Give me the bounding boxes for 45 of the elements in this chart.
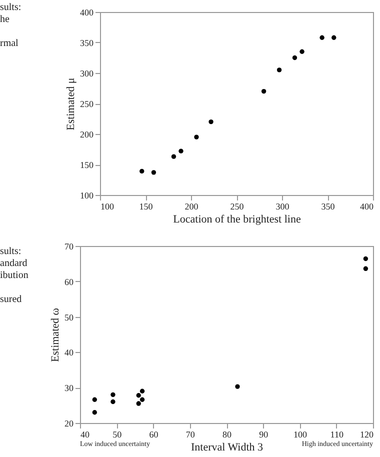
x-tick-label: 150 [139,202,154,212]
point [136,401,141,406]
y-tick-label: 40 [64,348,74,358]
x-axis-title: Location of the brightest line [173,214,301,226]
y-tick-label: 200 [80,130,94,140]
text: sults: he rmal [0,2,22,49]
point [363,266,368,271]
y-tick-label: 30 [64,383,74,394]
x-tick-label: 70 [186,430,196,440]
text: sults: andard ibution sured [0,246,28,305]
point [140,388,145,394]
x-tick-label: 60 [149,430,159,440]
point [92,410,97,415]
y-tick-label: 250 [80,99,94,109]
x-tick-label: 80 [222,430,232,440]
x-tick-label: 200 [184,202,199,212]
y-tick-label: 100 [80,190,94,200]
x-tick-label: 90 [259,430,269,440]
y-axis-title: Estimated μ [65,78,77,130]
y-tick-label: 300 [80,68,94,78]
y-tick-label: 400 [80,8,94,18]
point [110,399,116,404]
x-tick-label: 300 [276,202,290,212]
point [235,384,240,389]
x-tick-label: 350 [321,202,336,212]
point [140,397,145,402]
point [136,393,141,398]
point [363,256,368,262]
point [92,397,97,402]
x-tick-label: 110 [330,430,344,440]
x-tick-label: 100 [100,202,114,212]
point [110,392,116,398]
y-tick-label: 60 [64,276,74,287]
x-tick-label: 100 [294,430,308,440]
y-tick-label: 50 [64,312,74,322]
x-axis-title: Interval Width 3 [190,442,264,454]
y-axis-title: Estimated ω [50,308,62,362]
y-tick-label: 20 [64,418,74,428]
x-tick-label: 50 [112,430,122,440]
y-tick-label: 350 [80,38,94,48]
x-tick-label: 250 [230,202,244,212]
y-tick-label: 150 [80,160,94,170]
y-tick-label: 70 [64,242,74,252]
x-tick-label: 400 [360,202,374,212]
x-tick-label: 120 [360,430,374,440]
